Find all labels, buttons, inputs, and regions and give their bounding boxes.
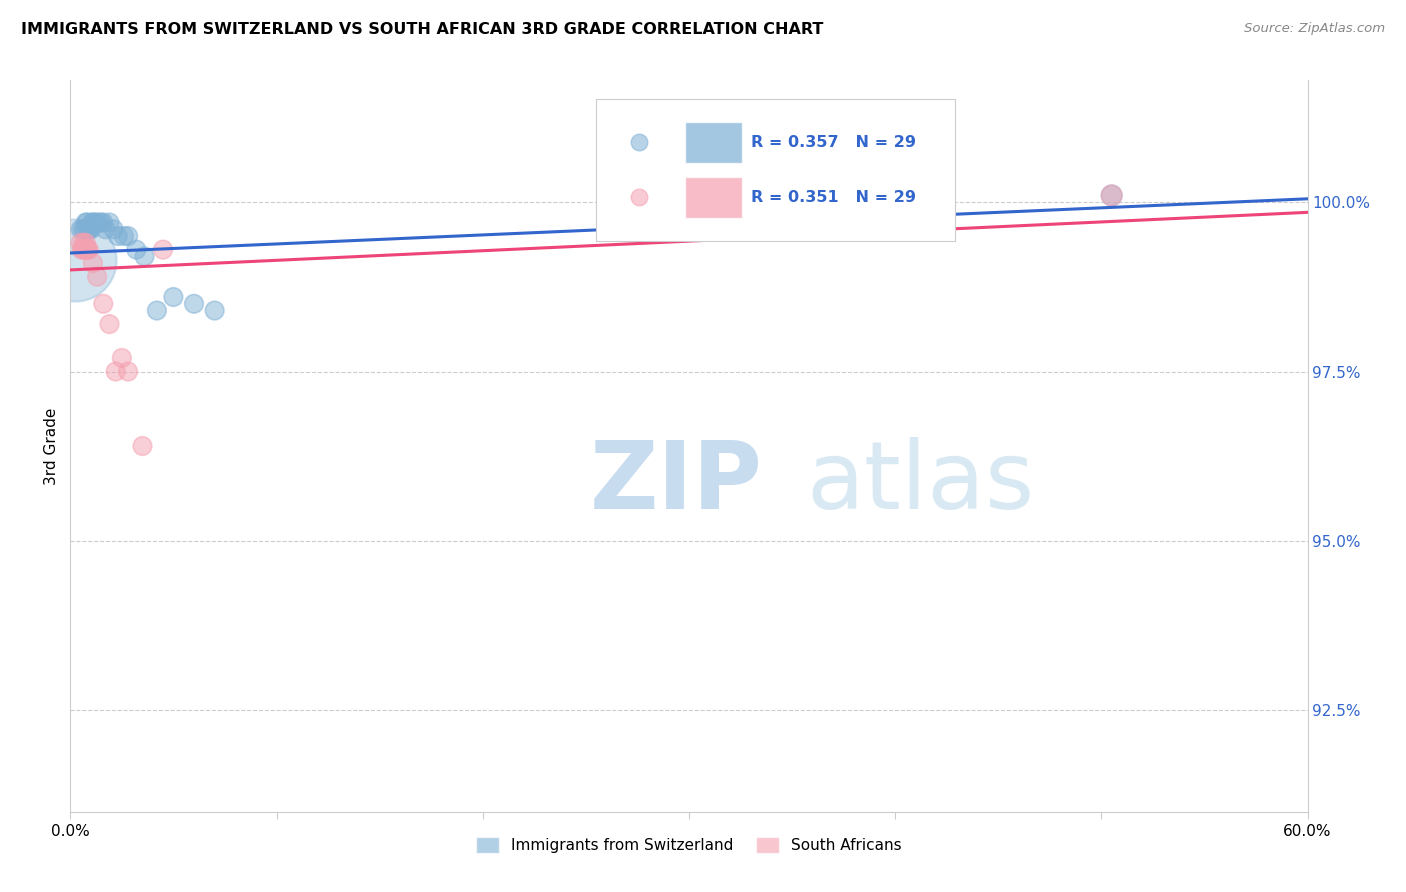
Point: [98, 215, 121, 229]
Point: [112, 229, 135, 244]
Point: [87, 215, 110, 229]
Point: [162, 290, 184, 304]
Point: [69, 222, 91, 236]
Text: IMMIGRANTS FROM SWITZERLAND VS SOUTH AFRICAN 3RD GRADE CORRELATION CHART: IMMIGRANTS FROM SWITZERLAND VS SOUTH AFR…: [21, 22, 824, 37]
Point: [1101, 188, 1123, 202]
Point: [104, 364, 127, 378]
Point: [82, 215, 104, 229]
Text: atlas: atlas: [807, 436, 1035, 529]
Point: [72, 243, 94, 257]
Point: [76, 243, 98, 257]
Point: [183, 297, 205, 311]
Point: [1101, 188, 1123, 202]
Point: [152, 243, 174, 257]
Point: [117, 229, 139, 244]
Legend: Immigrants from Switzerland, South Africans: Immigrants from Switzerland, South Afric…: [470, 830, 908, 859]
Point: [125, 243, 148, 257]
Point: [90, 215, 112, 229]
Point: [79, 222, 101, 236]
Point: [107, 229, 129, 244]
FancyBboxPatch shape: [596, 99, 955, 241]
FancyBboxPatch shape: [685, 177, 742, 218]
Point: [131, 439, 153, 453]
Point: [103, 222, 125, 236]
Point: [204, 303, 226, 318]
Point: [86, 269, 108, 284]
Point: [77, 243, 100, 257]
Text: Source: ZipAtlas.com: Source: ZipAtlas.com: [1244, 22, 1385, 36]
Point: [65, 252, 87, 267]
Text: R = 0.351   N = 29: R = 0.351 N = 29: [751, 190, 915, 205]
Y-axis label: 3rd Grade: 3rd Grade: [44, 408, 59, 484]
Point: [73, 243, 96, 257]
Point: [111, 351, 134, 365]
Point: [80, 215, 103, 229]
Point: [76, 243, 98, 257]
Point: [80, 222, 103, 236]
Text: R = 0.357   N = 29: R = 0.357 N = 29: [751, 135, 915, 150]
Point: [69, 235, 91, 250]
Point: [73, 222, 96, 236]
Point: [76, 222, 98, 236]
Point: [82, 256, 104, 270]
Point: [117, 364, 139, 378]
Point: [98, 317, 121, 331]
Text: ZIP: ZIP: [591, 436, 763, 529]
Point: [76, 215, 98, 229]
Point: [73, 235, 96, 250]
Point: [134, 249, 156, 263]
Point: [72, 222, 94, 236]
Point: [84, 215, 107, 229]
FancyBboxPatch shape: [685, 122, 742, 163]
Point: [146, 303, 169, 318]
Point: [91, 215, 114, 229]
Point: [94, 222, 117, 236]
Point: [75, 215, 97, 229]
Point: [77, 222, 100, 236]
Point: [91, 297, 114, 311]
Point: [70, 243, 93, 257]
Point: [75, 235, 97, 250]
